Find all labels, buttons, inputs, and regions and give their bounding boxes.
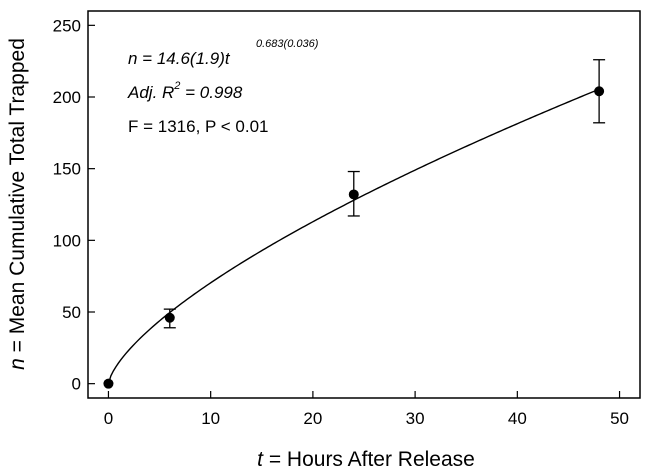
- stats-label: F = 1316, P < 0.01: [128, 117, 269, 136]
- x-tick-label: 40: [508, 409, 527, 428]
- y-axis-var: n: [6, 358, 29, 370]
- x-axis-var: t: [257, 448, 264, 471]
- y-tick-label: 250: [53, 16, 81, 35]
- data-point: [594, 86, 605, 97]
- y-tick-label: 150: [53, 160, 81, 179]
- r2-prefix: Adj. R: [127, 83, 174, 102]
- y-tick-label: 100: [53, 231, 81, 250]
- x-axis-rest: = Hours After Release: [263, 448, 475, 471]
- equation-exponent: 0.683(0.036): [256, 38, 319, 50]
- x-tick-label: 30: [406, 409, 425, 428]
- r2-label: Adj. R2 = 0.998: [127, 80, 243, 102]
- r2-value: = 0.998: [180, 83, 242, 102]
- plot-frame: [87, 10, 641, 399]
- data-point: [164, 312, 175, 323]
- y-tick-label: 200: [53, 88, 81, 107]
- x-tick-label: 50: [610, 409, 629, 428]
- data-point: [348, 189, 359, 200]
- x-tick-label: 0: [104, 409, 113, 428]
- r2-superscript: 2: [173, 80, 180, 92]
- data-point: [103, 378, 114, 389]
- equation-label: n = 14.6(1.9)t: [128, 49, 231, 68]
- x-axis-title: t = Hours After Release: [257, 448, 475, 471]
- x-tick-label: 20: [303, 409, 322, 428]
- y-axis-title: n = Mean Cumulative Total Trapped: [6, 38, 29, 370]
- y-tick-label: 0: [72, 375, 81, 394]
- y-tick-label: 50: [62, 303, 81, 322]
- x-tick-label: 10: [201, 409, 220, 428]
- y-axis-rest: = Mean Cumulative Total Trapped: [6, 38, 29, 358]
